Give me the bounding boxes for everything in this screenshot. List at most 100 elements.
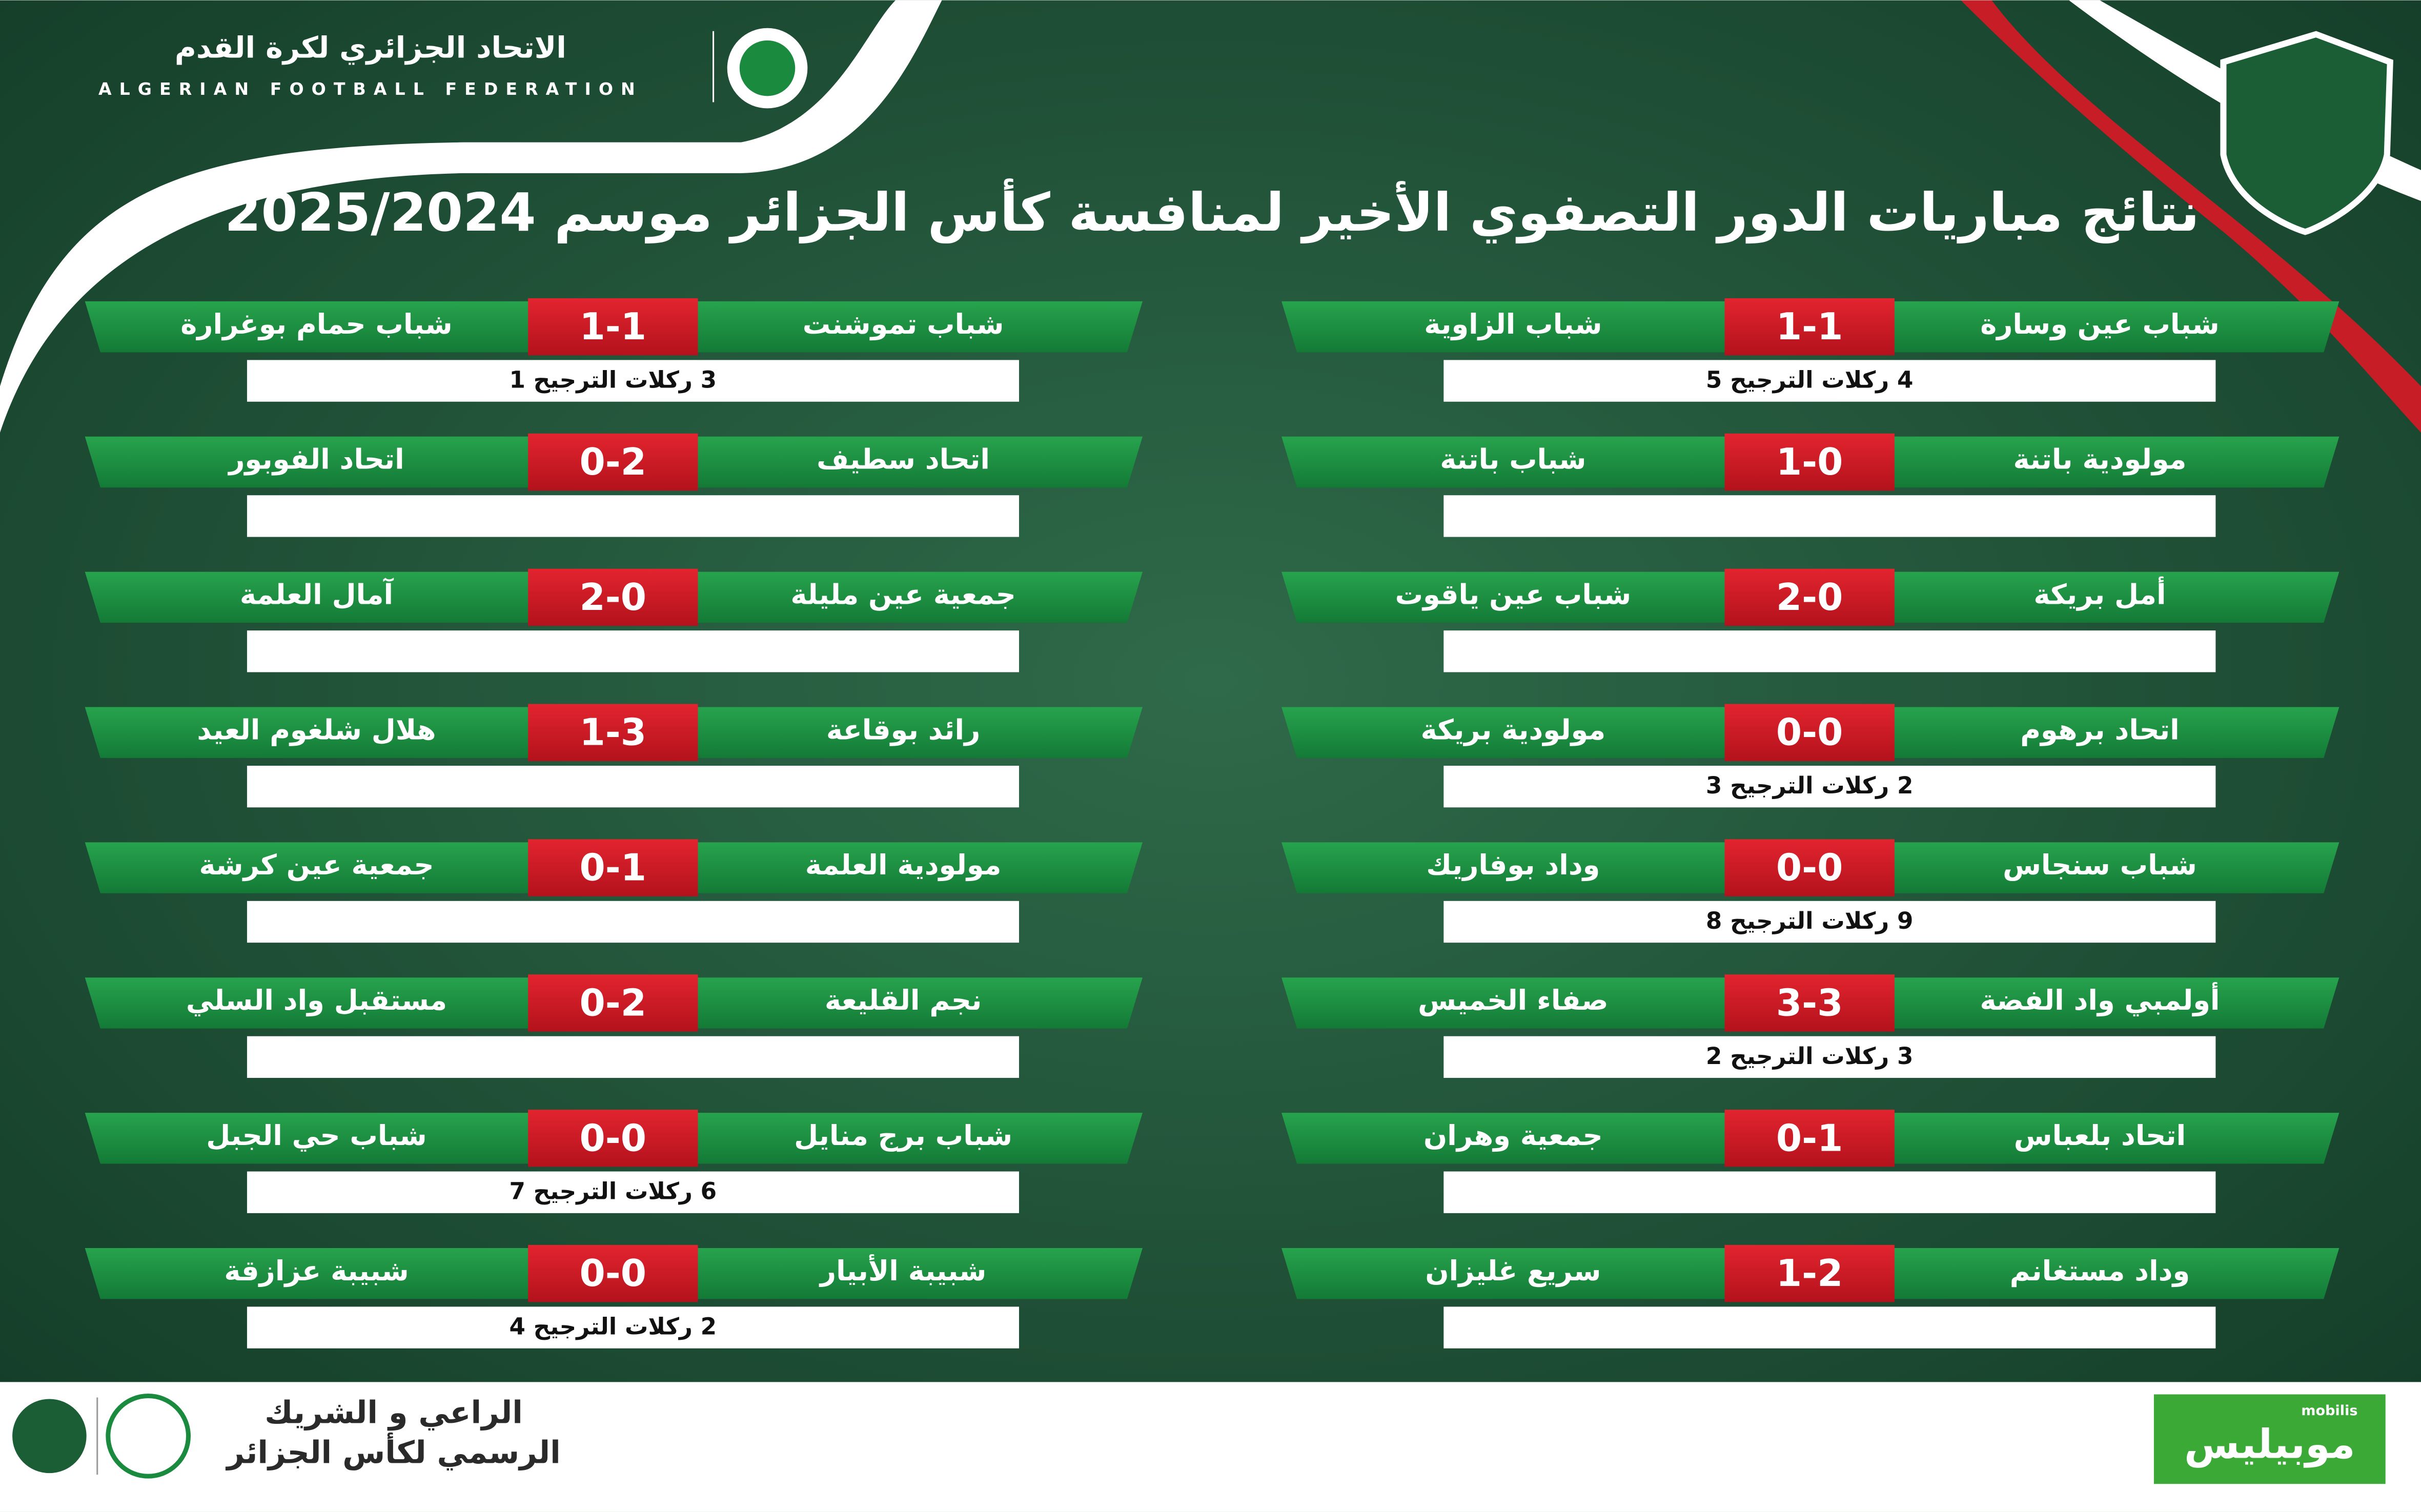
home-team: شبيبة الأبيار (819, 1254, 986, 1287)
penalty-bar (247, 765, 1019, 808)
penalties: 3 ركلات الترجيح 2 (1706, 1043, 1914, 1070)
penalty-bar (1443, 630, 2216, 672)
score: 2-0 (580, 576, 647, 619)
title: نتائج مباريات الدور التصفوي الأخير لمناف… (225, 178, 2200, 243)
score: 1-0 (1776, 441, 1843, 484)
brand-latin: mobilis (2301, 1403, 2357, 1419)
decor-curve (0, 0, 942, 433)
away-team: وداد بوفاريك (1426, 849, 1600, 881)
penalties: 3 ركلات الترجيح 1 (510, 366, 717, 394)
score: 0-1 (580, 847, 647, 890)
score-box (1724, 1244, 1895, 1302)
federation-logo (739, 40, 796, 96)
home-team: نجم القليعة (825, 984, 982, 1016)
decor-curve (1961, 0, 2421, 433)
home-team: وداد مستغانم (2010, 1255, 2190, 1287)
score: 0-1 (1776, 1117, 1843, 1160)
federation-logo (106, 1394, 191, 1479)
score-box (1724, 704, 1895, 761)
score: 1-3 (580, 711, 647, 754)
penalty-bar (1443, 901, 2216, 943)
home-team: اتحاد برهوم (2020, 713, 2179, 746)
away-team: شباب باتنة (1440, 443, 1586, 476)
score: 0-0 (580, 1117, 647, 1160)
score: 3-3 (1776, 982, 1843, 1025)
away-team: اتحاد الفوبور (227, 443, 404, 476)
away-team: شباب الزاوية (1424, 308, 1602, 340)
score-box (528, 839, 698, 896)
home-team: اتحاد سطيف (817, 443, 990, 476)
score-box (1724, 433, 1895, 491)
away-team: شباب حمام بوغرارة (180, 308, 452, 340)
home-team: شباب عين وسارة (1980, 308, 2219, 340)
footer-band (0, 1382, 2421, 1512)
penalty-bar (247, 1306, 1019, 1348)
score-box (1724, 1110, 1895, 1167)
federation-english: ALGERIAN FOOTBALL FEDERATION (98, 79, 643, 99)
home-team: شباب سنجاس (2003, 849, 2197, 881)
score-box (1724, 568, 1895, 626)
cup-logo (12, 1399, 87, 1474)
home-team: جمعية عين مليلة (790, 578, 1015, 610)
penalties: 9 ركلات الترجيح 8 (1706, 907, 1914, 934)
score: 1-2 (1776, 1252, 1843, 1295)
home-team: أمل بريكة (2033, 576, 2166, 610)
home-team: مولودية العلمة (805, 849, 1002, 881)
sponsor-line: الراعي و الشريك (265, 1395, 523, 1431)
score: 0-0 (1776, 847, 1843, 890)
away-team: هلال شلغوم العيد (197, 713, 436, 746)
score-box (1724, 839, 1895, 896)
away-team: صفاء الخميس (1418, 984, 1608, 1016)
score: 0-2 (580, 982, 647, 1025)
score-box (528, 704, 698, 761)
penalty-bar (247, 360, 1019, 402)
penalty-bar (247, 901, 1019, 943)
penalty-bar (1443, 1171, 2216, 1213)
score: 2-0 (1776, 576, 1843, 619)
away-team: شباب حي الجبل (206, 1119, 426, 1152)
score-box (528, 1110, 698, 1167)
sponsor-line: الرسمي لكأس الجزائر (225, 1433, 561, 1471)
score-box (528, 298, 698, 356)
score-box (528, 568, 698, 626)
score: 0-0 (1776, 711, 1843, 754)
score: 1-1 (1776, 305, 1843, 349)
penalty-bar (1443, 1306, 2216, 1348)
cup-badge (2220, 31, 2393, 235)
home-team: أولمبي واد الفضة (1980, 982, 2220, 1016)
score-box (528, 1244, 698, 1302)
brand-box (2153, 1394, 2386, 1484)
away-team: مستقبل واد السلي (186, 984, 447, 1016)
penalty-bar (1443, 765, 2216, 808)
penalty-bar (247, 1171, 1019, 1213)
federation-arabic: الاتحاد الجزائري لكرة القدم (175, 31, 566, 65)
score: 1-1 (580, 305, 647, 349)
penalties: 6 ركلات الترجيح 7 (510, 1178, 717, 1205)
score: 0-2 (580, 441, 647, 484)
penalty-bar (1443, 360, 2216, 402)
penalties: 4 ركلات الترجيح 5 (1706, 366, 1914, 394)
penalty-bar (247, 495, 1019, 537)
away-team: مولودية بريكة (1421, 713, 1606, 746)
away-team: شبيبة عزازقة (224, 1255, 409, 1287)
penalty-bar (247, 1036, 1019, 1078)
penalties: 2 ركلات الترجيح 3 (1706, 772, 1914, 799)
away-team: آمال العلمة (240, 577, 394, 610)
home-team: اتحاد بلعباس (2014, 1119, 2186, 1152)
penalties: 2 ركلات الترجيح 4 (510, 1313, 717, 1340)
away-team: جمعية وهران (1423, 1119, 1603, 1152)
score: 0-0 (580, 1252, 647, 1295)
score-box (528, 974, 698, 1032)
home-team: شباب تموشنت (803, 308, 1004, 340)
brand: موبيليس (2184, 1421, 2355, 1467)
penalty-bar (247, 630, 1019, 672)
away-team: شباب عين ياقوت (1395, 578, 1632, 610)
score-box (1724, 298, 1895, 356)
score-box (528, 433, 698, 491)
penalty-bar (1443, 495, 2216, 537)
away-team: سريع غليزان (1425, 1255, 1601, 1287)
score-box (1724, 974, 1895, 1032)
away-team: جمعية عين كرشة (199, 849, 434, 881)
penalty-bar (1443, 1036, 2216, 1078)
